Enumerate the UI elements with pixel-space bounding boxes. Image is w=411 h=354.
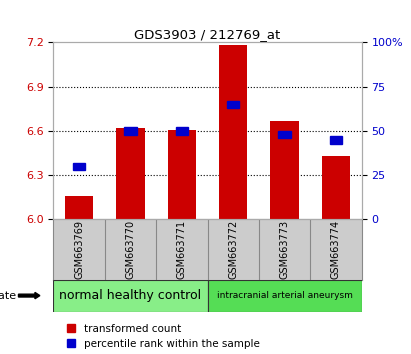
Text: GSM663771: GSM663771 <box>177 220 187 279</box>
FancyBboxPatch shape <box>53 280 208 312</box>
Text: GSM663769: GSM663769 <box>74 220 84 279</box>
Bar <box>176 127 188 135</box>
Text: GSM663774: GSM663774 <box>331 220 341 279</box>
Bar <box>330 136 342 143</box>
Text: GSM663772: GSM663772 <box>228 220 238 279</box>
Bar <box>124 127 136 135</box>
Bar <box>73 163 85 170</box>
Text: intracranial arterial aneurysm: intracranial arterial aneurysm <box>217 291 353 300</box>
Bar <box>322 156 350 219</box>
FancyBboxPatch shape <box>208 280 362 312</box>
Text: GSM663770: GSM663770 <box>125 220 136 279</box>
Bar <box>116 128 145 219</box>
Text: GSM663773: GSM663773 <box>279 220 290 279</box>
Bar <box>168 130 196 219</box>
Bar <box>227 101 239 108</box>
Title: GDS3903 / 212769_at: GDS3903 / 212769_at <box>134 28 281 41</box>
Bar <box>278 131 291 138</box>
Bar <box>270 121 299 219</box>
Text: normal healthy control: normal healthy control <box>60 289 201 302</box>
Bar <box>219 45 247 219</box>
Legend: transformed count, percentile rank within the sample: transformed count, percentile rank withi… <box>67 324 259 349</box>
Bar <box>65 196 93 219</box>
Text: disease state: disease state <box>0 291 16 301</box>
